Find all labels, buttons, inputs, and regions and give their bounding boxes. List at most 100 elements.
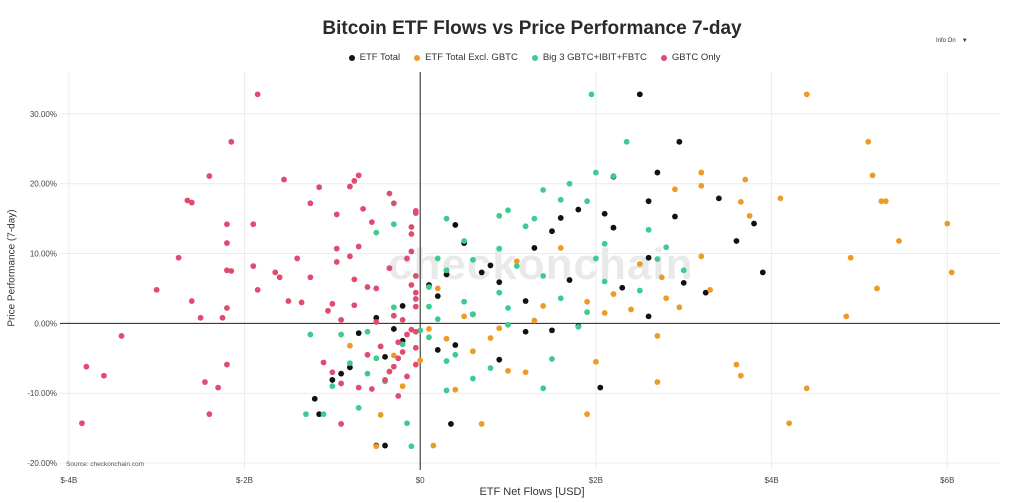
data-point (672, 186, 678, 193)
data-point (452, 351, 459, 358)
data-point (390, 221, 397, 228)
data-point (412, 289, 419, 296)
legend-item[interactable]: GBTC Only (660, 52, 721, 63)
data-point (601, 278, 608, 285)
data-point (347, 364, 353, 371)
data-point (386, 265, 393, 272)
data-point (469, 348, 476, 355)
data-point (540, 187, 547, 193)
legend-label: GBTC Only (671, 52, 721, 63)
data-point (364, 370, 371, 377)
data-point (368, 386, 375, 392)
data-point (777, 195, 784, 202)
y-tick-label: 20.00% (30, 180, 57, 189)
data-point (355, 384, 362, 391)
data-point (202, 379, 208, 385)
data-point (610, 224, 617, 231)
data-point (654, 256, 661, 263)
data-point (320, 411, 327, 418)
legend-label: Big 3 GBTC+IBIT+FBTC (542, 52, 647, 63)
data-point (412, 208, 419, 214)
data-point (869, 172, 876, 179)
data-point (601, 210, 608, 217)
data-point (404, 373, 410, 380)
data-point (715, 195, 722, 202)
data-point (680, 267, 687, 274)
x-axis-label: ETF Net Flows [USD] (479, 486, 585, 498)
data-point (737, 372, 744, 379)
chart-title: Bitcoin ETF Flows vs Price Performance 7… (322, 18, 742, 39)
info-toggle-dropdown[interactable]: Info On ▼ (936, 38, 968, 44)
data-point (373, 319, 380, 325)
data-point (645, 254, 652, 261)
data-point (487, 365, 494, 371)
data-point (487, 335, 494, 341)
data-point (281, 176, 287, 183)
data-point (426, 334, 432, 341)
legend-label: ETF Total (359, 52, 401, 63)
data-point (786, 420, 793, 427)
data-point (219, 314, 226, 321)
data-point (434, 255, 441, 262)
data-point (347, 360, 353, 367)
data-point (276, 274, 283, 281)
data-point (636, 91, 643, 98)
data-point (680, 279, 687, 286)
x-tick-label: $0 (416, 476, 425, 485)
source-note: Source: checkonchain.com (66, 461, 145, 468)
data-point (663, 295, 670, 302)
data-point (478, 421, 485, 427)
data-point (360, 205, 366, 212)
data-point (347, 342, 353, 349)
data-point (522, 223, 529, 230)
legend-item[interactable]: ETF Total (348, 52, 401, 63)
data-point (540, 272, 547, 279)
legend-swatch (348, 54, 355, 61)
data-point (628, 306, 634, 313)
data-point (250, 221, 257, 228)
data-point (505, 321, 511, 328)
data-point (338, 331, 345, 338)
data-point (592, 255, 599, 262)
data-point (224, 305, 230, 311)
data-point (404, 331, 410, 338)
data-point (408, 248, 415, 255)
data-point (325, 307, 331, 314)
data-point (531, 245, 538, 251)
y-tick-label: 0.00% (34, 319, 57, 328)
data-point (399, 383, 406, 390)
data-point (531, 317, 538, 324)
data-point (347, 253, 353, 260)
data-point (399, 316, 406, 323)
data-point (496, 212, 503, 219)
data-point (557, 245, 564, 251)
data-point (228, 138, 235, 145)
data-point (434, 316, 441, 323)
legend-item[interactable]: ETF Total Excl. GBTC (414, 52, 518, 63)
data-point (224, 221, 230, 228)
data-point (390, 352, 397, 359)
data-point (79, 420, 85, 427)
data-point (698, 253, 705, 260)
data-point (452, 342, 459, 348)
data-point (224, 240, 230, 246)
data-point (206, 173, 213, 179)
data-point (698, 169, 705, 176)
data-point (338, 380, 345, 387)
data-point (303, 411, 309, 418)
data-point (329, 300, 336, 307)
legend-item[interactable]: Big 3 GBTC+IBIT+FBTC (531, 52, 647, 63)
y-tick-label: -20.00% (27, 459, 57, 468)
data-point (496, 356, 503, 363)
data-point (496, 289, 503, 296)
data-point (338, 316, 345, 323)
data-point (408, 231, 415, 237)
data-point (676, 138, 683, 145)
data-point (478, 269, 485, 276)
data-point (390, 312, 397, 319)
data-point (311, 395, 318, 402)
data-point (584, 309, 591, 316)
data-point (377, 411, 384, 418)
data-point (228, 268, 235, 274)
data-point (215, 384, 222, 391)
